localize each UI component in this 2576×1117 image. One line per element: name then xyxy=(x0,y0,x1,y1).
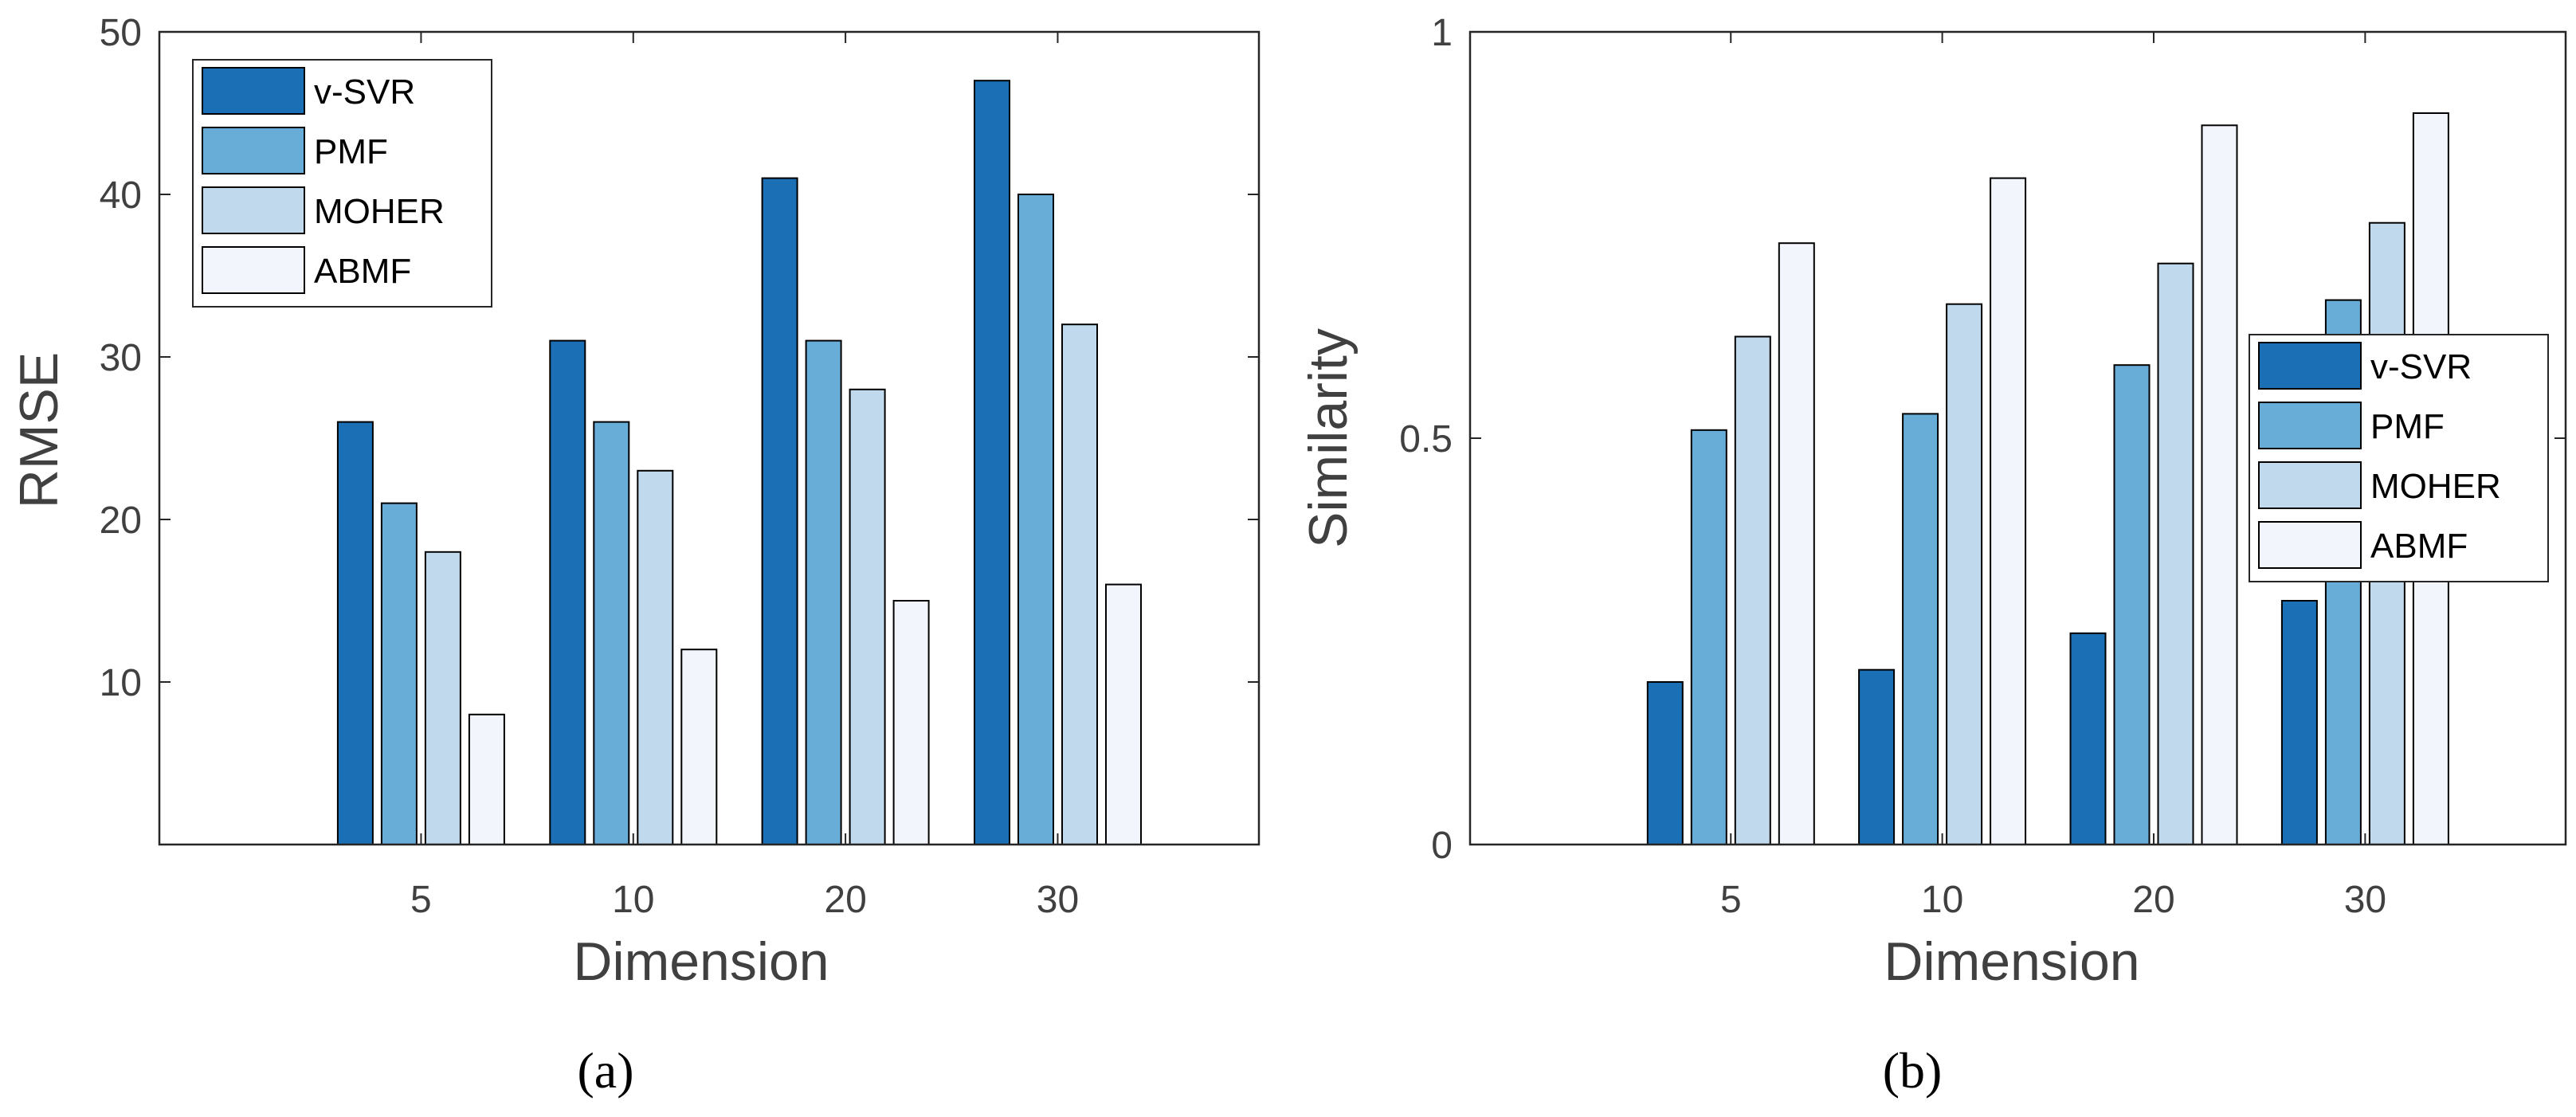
bar-pmf-5 xyxy=(380,502,418,845)
bar-moher-10 xyxy=(637,469,674,845)
bar-moher-20 xyxy=(2157,262,2194,845)
legend-swatch-v-svr xyxy=(202,67,305,115)
legend-label-abmf: ABMF xyxy=(2370,527,2468,566)
legend-swatch-abmf xyxy=(2258,521,2362,569)
y-tick-label: 10 xyxy=(100,662,142,704)
y-tick-label: 50 xyxy=(100,12,142,54)
bar-abmf-20 xyxy=(892,600,930,845)
bar-v-svr-20 xyxy=(761,177,798,846)
y-tick-label: 1 xyxy=(1431,12,1453,54)
legend-label-abmf: ABMF xyxy=(314,252,411,291)
y-tick-label: 20 xyxy=(100,500,142,542)
y-tick-label: 0 xyxy=(1431,825,1453,867)
bar-pmf-5 xyxy=(1690,429,1727,845)
legend-label-v-svr: v-SVR xyxy=(314,73,415,112)
bar-pmf-30 xyxy=(1017,194,1054,845)
bar-v-svr-10 xyxy=(1858,668,1896,846)
legend-swatch-pmf xyxy=(202,127,305,174)
axes-box xyxy=(158,30,1261,846)
x-axis-title: Dimension xyxy=(573,931,829,992)
legend-label-moher: MOHER xyxy=(2370,467,2501,506)
axes-box xyxy=(1468,30,2567,846)
legend: v-SVR PMF MOHER ABMF xyxy=(192,59,492,308)
y-tick-label: 40 xyxy=(100,174,142,217)
legend-swatch-v-svr xyxy=(2258,342,2362,390)
bar-abmf-5 xyxy=(468,713,505,845)
bar-v-svr-20 xyxy=(2069,632,2107,845)
x-tick-label: 20 xyxy=(2132,879,2174,921)
bar-pmf-20 xyxy=(2113,364,2151,845)
y-tick-label: 30 xyxy=(100,337,142,379)
y-axis-title: RMSE xyxy=(9,352,69,508)
x-axis-title: Dimension xyxy=(1884,931,2139,992)
x-tick-label: 5 xyxy=(410,879,432,921)
legend-swatch-moher xyxy=(2258,461,2362,509)
panel-caption: (a) xyxy=(577,1042,633,1099)
x-tick-label: 10 xyxy=(1921,879,1963,921)
legend: v-SVR PMF MOHER ABMF xyxy=(2249,334,2549,582)
bar-abmf-5 xyxy=(1778,242,1815,845)
bar-moher-5 xyxy=(1734,335,1771,845)
x-tick-label: 5 xyxy=(1720,879,1742,921)
bar-pmf-10 xyxy=(1902,413,1939,845)
x-tick-label: 30 xyxy=(2344,879,2386,921)
x-tick-label: 20 xyxy=(824,879,866,921)
y-tick-label: 0.5 xyxy=(1399,418,1453,461)
bar-v-svr-5 xyxy=(1646,681,1684,845)
bar-moher-5 xyxy=(424,551,461,845)
chart-panel-b: 5 10 20 30 0 0.5 1 Dimension Similarity (b) v-SVR P… xyxy=(1298,12,2567,1099)
legend-swatch-moher xyxy=(202,186,305,234)
bar-v-svr-5 xyxy=(336,421,374,845)
chart-panel-a: 5 10 20 30 10 20 30 40 50 Dimension RMSE (a) v-SVR PM… xyxy=(9,12,1261,1099)
legend-label-moher: MOHER xyxy=(314,192,445,231)
bar-pmf-10 xyxy=(593,421,630,845)
bar-moher-20 xyxy=(849,388,886,845)
x-tick-label: 30 xyxy=(1037,879,1079,921)
bar-abmf-30 xyxy=(1105,583,1142,845)
bar-abmf-20 xyxy=(2201,124,2238,846)
bar-abmf-10 xyxy=(680,649,718,846)
legend-label-pmf: PMF xyxy=(2370,407,2445,446)
bar-moher-30 xyxy=(1061,323,1098,845)
x-tick-label: 10 xyxy=(612,879,654,921)
bar-v-svr-10 xyxy=(549,339,586,846)
bar-abmf-10 xyxy=(1990,177,2027,846)
bar-v-svr-30 xyxy=(2280,600,2318,845)
y-axis-title: Similarity xyxy=(1298,328,1359,548)
bar-v-svr-30 xyxy=(974,80,1010,845)
bar-pmf-20 xyxy=(805,339,842,846)
legend-swatch-pmf xyxy=(2258,402,2362,449)
panel-caption: (b) xyxy=(1883,1042,1943,1099)
bar-moher-10 xyxy=(1946,303,1983,845)
legend-label-pmf: PMF xyxy=(314,132,388,171)
legend-label-v-svr: v-SVR xyxy=(2370,347,2472,386)
legend-swatch-abmf xyxy=(202,246,305,294)
